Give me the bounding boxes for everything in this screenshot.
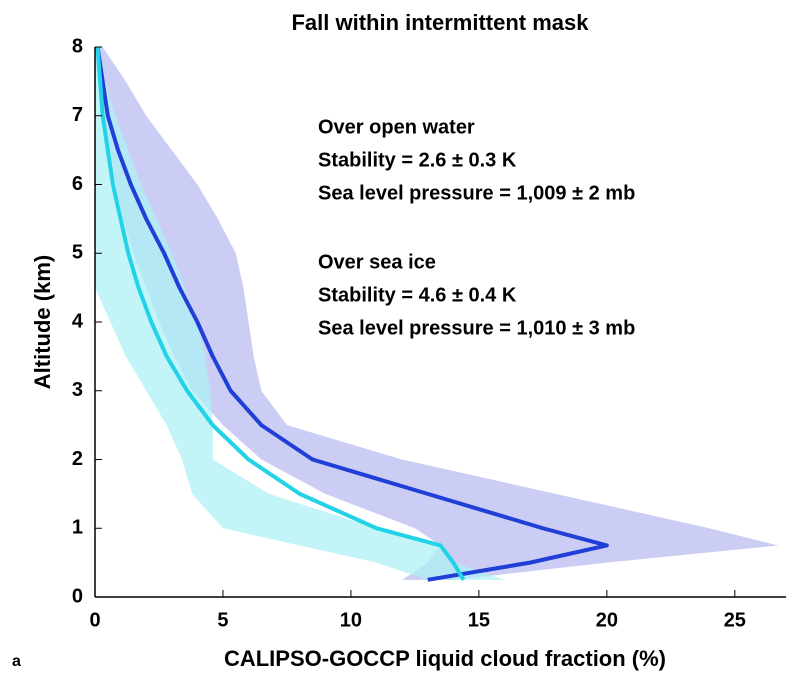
profile-line [95, 46, 466, 581]
x-tick-label: 5 [217, 609, 228, 631]
y-tick-label: 0 [72, 585, 83, 607]
x-tick-label: 0 [89, 609, 100, 631]
y-tick-label: 7 [72, 104, 83, 126]
x-tick-label: 15 [468, 609, 490, 631]
y-tick-label: 1 [72, 517, 83, 539]
y-tick-label: 8 [72, 35, 83, 57]
y-tick-label: 6 [72, 173, 83, 195]
y-tick-label: 2 [72, 448, 83, 470]
panel-label: a [12, 653, 21, 670]
annotation: Stability = 2.6 ± 0.3 K [318, 149, 517, 171]
x-tick-label: 20 [596, 609, 618, 631]
y-tick-label: 5 [72, 242, 83, 264]
y-tick-label: 3 [72, 379, 83, 401]
range-band [95, 47, 505, 580]
chart-title: Fall within intermittent mask [291, 10, 589, 35]
range-band [95, 47, 779, 580]
profile-line [95, 46, 609, 582]
y-tick-label: 4 [72, 310, 84, 332]
x-tick-label: 10 [340, 609, 362, 631]
x-tick-label: 25 [724, 609, 746, 631]
y-axis-label: Altitude (km) [30, 255, 55, 389]
annotation: Sea level pressure = 1,010 ± 3 mb [318, 317, 635, 339]
annotation: Stability = 4.6 ± 0.4 K [318, 284, 517, 306]
legend-entry: Over open water [318, 116, 475, 138]
annotation: Sea level pressure = 1,009 ± 2 mb [318, 182, 635, 204]
x-axis-label: CALIPSO-GOCCP liquid cloud fraction (%) [224, 646, 666, 671]
legend-entry: Over sea ice [318, 251, 436, 273]
